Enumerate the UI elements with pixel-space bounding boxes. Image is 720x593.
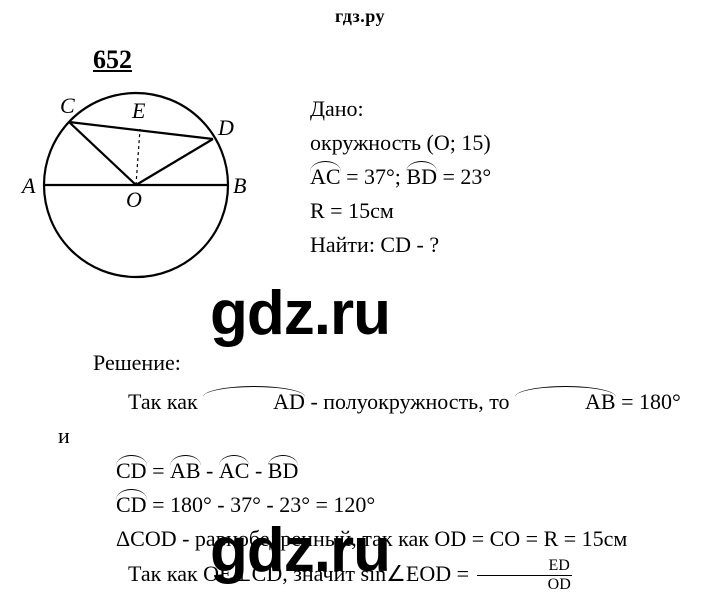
- watermark-1: gdz.ru: [210, 278, 390, 349]
- problem-number: 652: [93, 45, 132, 75]
- fraction-ed-od: EDOD: [477, 558, 572, 593]
- site-brand: гдз.ру: [335, 6, 385, 27]
- solution-line-1: Так как AD - полуокружность, то AB = 180…: [58, 385, 690, 454]
- label-c: C: [60, 93, 75, 118]
- label-b: B: [233, 173, 246, 198]
- given-arcs: AC = 37°; BD = 23°: [310, 160, 491, 194]
- watermark-2: gdz.ru: [210, 515, 390, 586]
- label-d: D: [217, 115, 234, 140]
- solution-line-3: CD = 180° - 37° - 23° = 120°: [116, 488, 690, 522]
- arc-ac: AC: [310, 160, 341, 194]
- geometry-diagram: A B C D E O: [18, 85, 258, 300]
- solution-line-2: CD = AB - AC - BD: [116, 454, 690, 488]
- given-find: Найти: CD - ?: [310, 228, 491, 262]
- given-radius: R = 15см: [310, 194, 491, 228]
- given-title: Дано:: [310, 92, 491, 126]
- label-a: A: [20, 173, 36, 198]
- solution-title: Решение:: [93, 350, 181, 376]
- label-e: E: [131, 98, 146, 123]
- label-o: O: [126, 187, 142, 212]
- arc-bd: BD: [406, 160, 437, 194]
- given-circle: окружность (O; 15): [310, 126, 491, 160]
- given-block: Дано: окружность (O; 15) AC = 37°; BD = …: [310, 92, 491, 262]
- solution-line-4: ΔCOD - равнобедренный, так как ОD = CO =…: [116, 522, 690, 556]
